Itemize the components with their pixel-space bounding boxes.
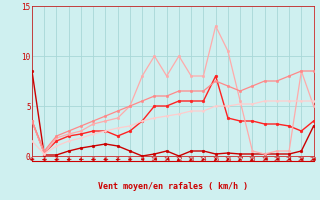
X-axis label: Vent moyen/en rafales ( km/h ): Vent moyen/en rafales ( km/h ) — [98, 182, 248, 191]
